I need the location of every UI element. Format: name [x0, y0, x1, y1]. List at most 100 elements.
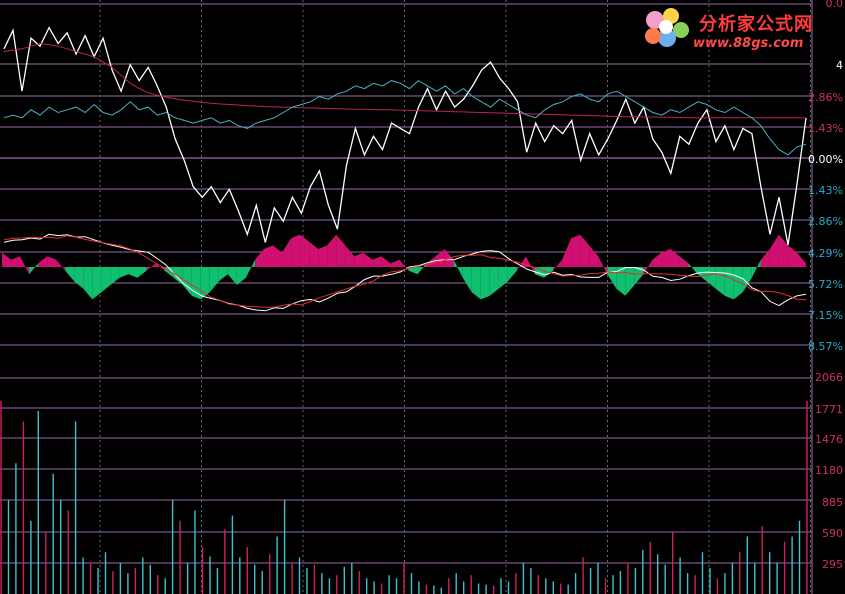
- area-segment: [534, 267, 545, 278]
- area-segment: [625, 267, 635, 296]
- price-axis-label: 1.43%: [808, 122, 843, 135]
- area-segment: [408, 267, 418, 275]
- price-axis-label: 4: [836, 59, 843, 72]
- area-segment: [571, 234, 581, 267]
- area-segment: [155, 263, 165, 271]
- area-segment: [471, 267, 481, 300]
- index-line: [3, 79, 807, 156]
- price-axis-label: 7.15%: [808, 309, 843, 322]
- area-segment: [83, 267, 93, 300]
- area-segment: [137, 267, 147, 278]
- price-line-chart: [3, 26, 807, 246]
- price-axis-label: 2.86%: [808, 215, 843, 228]
- logo-title: 分析家公式网: [699, 14, 813, 35]
- area-segment: [363, 252, 373, 267]
- area-segment: [390, 259, 400, 267]
- area-segment: [688, 263, 698, 275]
- area-segment: [29, 263, 39, 275]
- volume-bar-chart: [0, 400, 808, 594]
- momentum-area-chart: [2, 234, 806, 300]
- area-segment: [724, 267, 734, 300]
- area-segment: [760, 249, 770, 267]
- area-segment: [318, 245, 328, 267]
- area-segment: [715, 267, 725, 296]
- area-segment: [742, 267, 752, 293]
- area-segment: [218, 267, 228, 282]
- area-segment: [309, 241, 319, 267]
- area-segment: [489, 267, 499, 296]
- area-segment: [778, 234, 788, 267]
- area-segment: [146, 263, 156, 271]
- area-segment: [345, 245, 355, 267]
- area-segment: [796, 252, 806, 267]
- area-segment: [399, 259, 409, 271]
- area-segment: [769, 234, 779, 267]
- area-segment: [227, 267, 237, 285]
- volume-axis-label: 1180: [815, 464, 843, 477]
- price-axis-label: 2.86%: [808, 91, 843, 104]
- area-segment: [643, 259, 653, 275]
- area-segment: [236, 267, 246, 285]
- volume-axis-label: 590: [822, 527, 843, 540]
- area-segment: [327, 234, 337, 267]
- area-segment: [56, 259, 66, 271]
- site-logo: 分析家公式网 www.88gs.com: [641, 6, 841, 54]
- area-segment: [291, 234, 301, 267]
- area-segment: [20, 256, 30, 275]
- area-segment: [336, 234, 346, 267]
- price-axis-label: 5.72%: [808, 278, 843, 291]
- area-segment: [381, 256, 391, 267]
- area-segment: [652, 252, 662, 267]
- area-segment: [480, 267, 490, 300]
- area-segment: [607, 267, 617, 289]
- area-segment: [525, 256, 535, 275]
- logo-url: www.88gs.com: [693, 36, 804, 51]
- oscillator-lines: [3, 233, 807, 312]
- flower-logo-icon: [645, 8, 689, 47]
- volume-axis-label: 1771: [815, 403, 843, 416]
- price-axis-label: 1.43%: [808, 184, 843, 197]
- area-segment: [580, 234, 590, 267]
- oscillator-slow-line: [3, 235, 807, 308]
- area-segment: [453, 259, 463, 278]
- area-segment: [128, 267, 138, 278]
- area-segment: [245, 259, 255, 278]
- price-axis-label: 4.29%: [808, 247, 843, 260]
- area-segment: [417, 263, 427, 275]
- area-segment: [670, 249, 680, 267]
- chart-grid: [0, 0, 813, 594]
- area-segment: [562, 238, 572, 267]
- area-segment: [254, 249, 264, 267]
- area-segment: [679, 256, 689, 267]
- price-axis-label: 8.57%: [808, 340, 843, 353]
- area-segment: [498, 267, 508, 289]
- area-segment: [553, 259, 563, 271]
- volume-axis-label: 1476: [815, 433, 843, 446]
- area-segment: [11, 256, 21, 267]
- area-segment: [263, 245, 274, 267]
- area-segment: [697, 267, 707, 282]
- area-segment: [462, 267, 472, 293]
- area-segment: [47, 256, 57, 267]
- area-segment: [616, 267, 626, 296]
- price-line: [3, 26, 807, 246]
- area-segment: [200, 267, 210, 300]
- area-segment: [282, 238, 292, 267]
- area-segment: [300, 234, 310, 267]
- area-segment: [634, 267, 644, 285]
- area-segment: [354, 252, 364, 267]
- area-segment: [787, 245, 797, 267]
- area-segment: [38, 256, 48, 267]
- area-segment: [119, 267, 129, 278]
- area-segment: [706, 267, 716, 289]
- area-segment: [110, 267, 120, 285]
- volume-axis-label: 2066: [815, 371, 843, 384]
- area-segment: [733, 267, 743, 300]
- area-segment: [661, 249, 671, 267]
- price-axis-label: 0.00%: [808, 153, 843, 166]
- area-segment: [273, 245, 283, 267]
- volume-axis-label: 295: [822, 558, 843, 571]
- area-segment: [92, 267, 102, 300]
- area-segment: [65, 267, 75, 282]
